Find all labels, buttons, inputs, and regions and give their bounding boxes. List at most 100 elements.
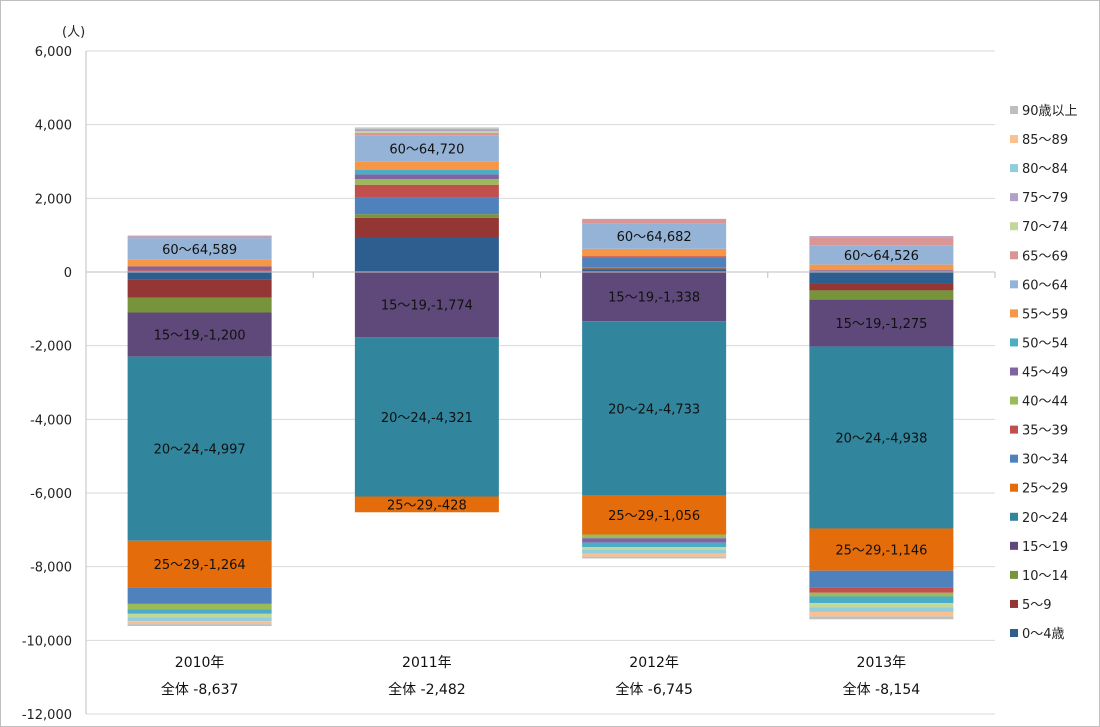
y-tick-label: 6,000 (35, 45, 72, 60)
y-tick-label: 4,000 (35, 119, 72, 134)
x-category-year: 2012年 (629, 655, 679, 671)
legend-label: 60～64 (1022, 278, 1068, 293)
legend-label: 30～34 (1022, 453, 1068, 468)
legend-swatch (1010, 541, 1018, 550)
bar-segment (127, 270, 272, 272)
bar-segment (127, 238, 272, 260)
legend-label: 50～54 (1022, 336, 1068, 351)
segment-label: 60～64,682 (617, 230, 692, 245)
bar-segment (127, 266, 272, 271)
bar-segment (582, 257, 727, 268)
legend-swatch (1010, 251, 1018, 260)
bar-segment (582, 267, 727, 269)
bar-segment (354, 132, 499, 136)
bar-segment (582, 219, 727, 224)
bar-segment (127, 272, 272, 280)
x-category-year: 2013年 (857, 655, 907, 671)
legend-label: 10～14 (1022, 569, 1068, 584)
bar-segment (582, 534, 727, 539)
legend-label: 40～44 (1022, 395, 1068, 410)
bar-segment (354, 197, 499, 215)
y-tick-label: -8,000 (30, 561, 72, 576)
bar-segment (127, 312, 272, 357)
y-tick-label: -12,000 (22, 708, 72, 723)
bars (127, 127, 954, 627)
bar-segment (809, 245, 954, 265)
segment-label: 25～29,-428 (387, 498, 467, 513)
bar-segment (809, 236, 954, 238)
bar-segment (354, 135, 499, 162)
x-category-total: 全体 -6,745 (615, 681, 693, 698)
legend-label: 80～84 (1022, 162, 1068, 177)
bar-segment (582, 321, 727, 496)
y-tick-label: -10,000 (22, 634, 72, 649)
bar-segment (809, 607, 954, 612)
legend-label: 75～79 (1022, 191, 1068, 206)
bar-segment (809, 616, 954, 620)
bar-segment (354, 337, 499, 497)
legend-label: 25～29 (1022, 482, 1068, 497)
bar-segment (127, 279, 272, 298)
x-category-total: 全体 -8,637 (161, 681, 239, 698)
bar-segment (809, 528, 954, 571)
segment-label: 15～19,-1,200 (154, 329, 246, 344)
bar-segment (809, 570, 954, 588)
y-tick-label: 0 (64, 266, 72, 281)
bar-segment (582, 218, 727, 220)
bar-segment (809, 611, 954, 617)
segment-label: 15～19,-1,774 (381, 299, 473, 314)
bar-segment (127, 356, 272, 541)
legend-swatch (1010, 570, 1018, 579)
legend-swatch (1010, 454, 1018, 463)
x-category-year: 2011年 (402, 655, 452, 671)
bar-segment (354, 214, 499, 218)
legend-swatch (1010, 135, 1018, 144)
segment-labels: 60～64,589 15～19,-1,200 20～24,-4,997 25～29,-… (154, 143, 928, 573)
legend-swatch (1010, 512, 1018, 521)
segment-label: 25～29,-1,146 (835, 544, 927, 559)
segment-label: 15～19,-1,275 (835, 317, 927, 332)
legend-label: 85～89 (1022, 133, 1068, 148)
bar-segment (809, 592, 954, 597)
bar-segment (127, 613, 272, 618)
legend-swatch (1010, 483, 1018, 492)
bar-segment (354, 179, 499, 185)
legend: 90歳以上 85～89 80～84 75～79 70～74 65～69 60～64 55～59… (1010, 104, 1078, 642)
bar-segment (809, 346, 954, 529)
segment-label: 20～24,-4,997 (154, 443, 246, 458)
bar-segment (127, 621, 272, 625)
y-tick-label: 2,000 (35, 192, 72, 207)
bar-segment (127, 259, 272, 267)
segment-label: 60～64,720 (389, 143, 464, 158)
bar-segment (354, 217, 499, 238)
bar-segment (354, 169, 499, 175)
bar-segment (127, 297, 272, 313)
bar-segment (354, 131, 499, 133)
bar-segment (127, 236, 272, 239)
legend-label: 45～49 (1022, 366, 1068, 381)
bar-segment (354, 128, 499, 130)
segment-label: 25～29,-1,264 (154, 558, 246, 573)
legend-swatch (1010, 309, 1018, 318)
bar-segment (582, 256, 727, 258)
legend-swatch (1010, 367, 1018, 376)
bar-segment (582, 269, 727, 272)
legend-swatch (1010, 280, 1018, 289)
bar-segment (354, 161, 499, 170)
legend-label: 5～9 (1022, 598, 1052, 613)
bar-segment (354, 127, 499, 128)
y-tick-label: -6,000 (30, 487, 72, 502)
legend-label: 0～4歳 (1022, 627, 1065, 642)
legend-label: 15～19 (1022, 540, 1068, 555)
y-unit-label: (人) (62, 25, 85, 40)
bar-segment (354, 184, 499, 198)
legend-label: 55～59 (1022, 307, 1068, 322)
bar-segment (809, 272, 954, 284)
bar-segment (809, 596, 954, 604)
legend-swatch (1010, 338, 1018, 347)
legend-label: 20～24 (1022, 511, 1068, 526)
bar-segment (809, 264, 954, 271)
bar-segment (809, 270, 954, 272)
bar-segment (127, 603, 272, 610)
